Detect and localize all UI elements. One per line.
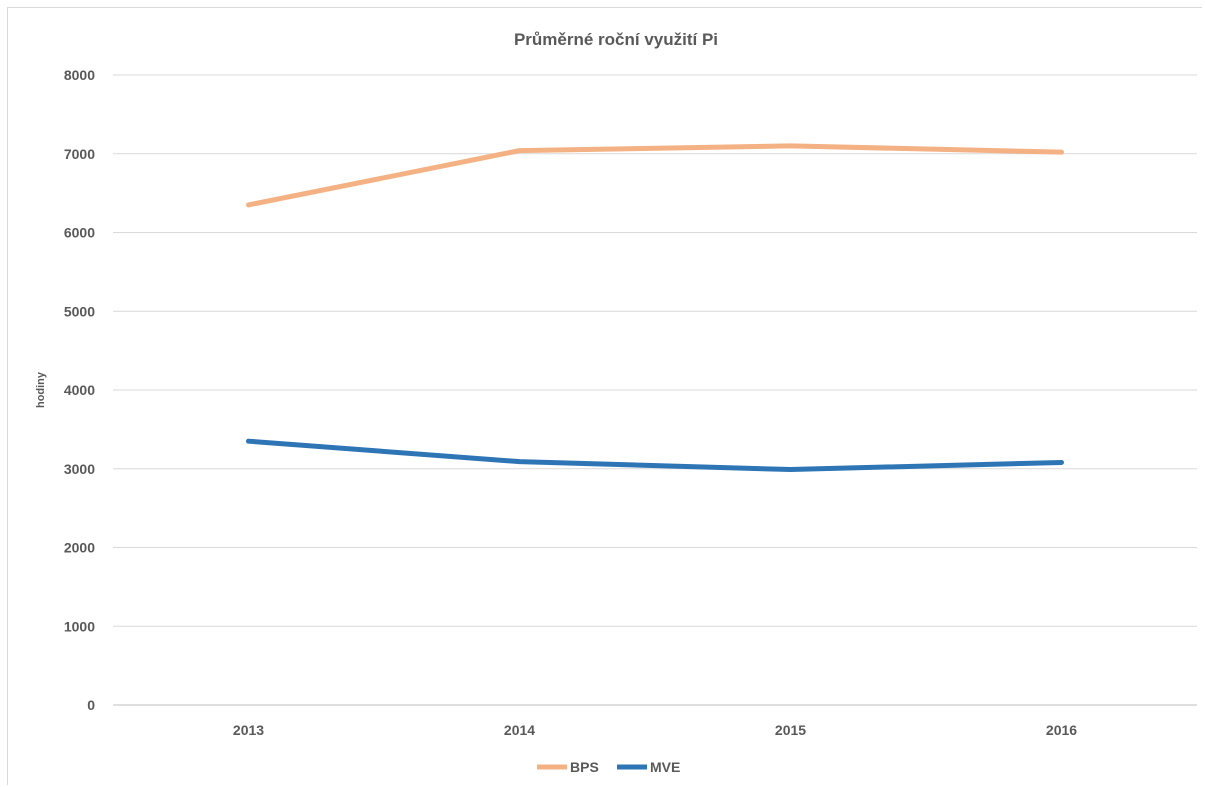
legend-label-bps: BPS	[570, 759, 599, 775]
x-tick-label: 2015	[775, 722, 806, 738]
x-tick-label: 2013	[233, 722, 264, 738]
x-tick-label: 2016	[1046, 722, 1077, 738]
y-tick-label: 7000	[64, 146, 95, 162]
y-tick-label: 3000	[64, 461, 95, 477]
x-axis-ticks: 2013 2014 2015 2016	[233, 722, 1077, 738]
series-lines	[246, 143, 1064, 473]
series-line-mve	[246, 438, 1064, 473]
data-point-mve	[1061, 461, 1062, 463]
data-point-mve	[519, 461, 520, 463]
y-tick-label: 8000	[64, 67, 95, 83]
y-tick-label: 1000	[64, 618, 95, 634]
y-tick-label: 5000	[64, 303, 95, 319]
chart-title: Průměrné roční využití Pi	[514, 30, 718, 49]
data-point-bps	[790, 145, 791, 147]
data-point-mve	[790, 469, 791, 471]
series-line-bps	[246, 143, 1064, 208]
data-point-bps	[1061, 151, 1062, 153]
data-point-bps	[519, 150, 520, 152]
data-point-mve	[248, 440, 249, 442]
x-tick-label: 2014	[504, 722, 535, 738]
y-tick-label: 4000	[64, 382, 95, 398]
chart-frame	[7, 7, 1202, 785]
y-tick-label: 6000	[64, 225, 95, 241]
gridlines	[113, 74, 1197, 706]
y-tick-label: 0	[87, 697, 95, 713]
data-point-bps	[248, 204, 249, 206]
legend-label-mve: MVE	[650, 759, 680, 775]
y-axis-label: hodiny	[35, 371, 47, 408]
y-axis-ticks: 0 1000 2000 3000 4000 5000 6000 7000 8000	[64, 67, 95, 713]
y-tick-label: 2000	[64, 540, 95, 556]
legend: BPS MVE	[537, 759, 680, 775]
